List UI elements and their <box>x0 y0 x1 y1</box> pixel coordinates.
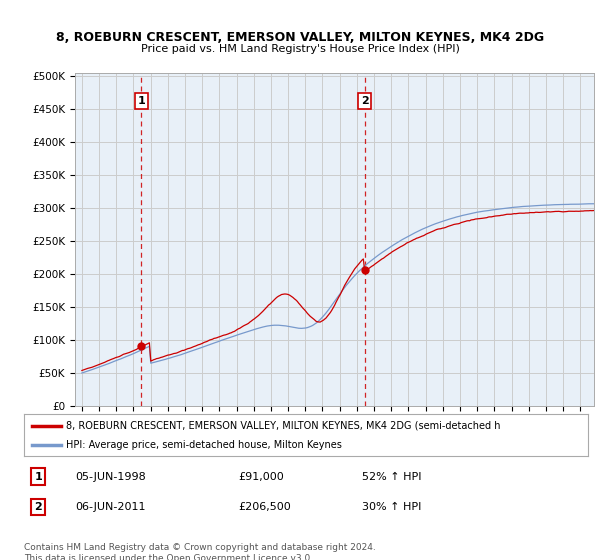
Text: 52% ↑ HPI: 52% ↑ HPI <box>362 472 422 482</box>
Text: £206,500: £206,500 <box>238 502 291 512</box>
Text: 2: 2 <box>34 502 42 512</box>
Text: £91,000: £91,000 <box>238 472 284 482</box>
Text: 1: 1 <box>137 96 145 106</box>
Text: 06-JUN-2011: 06-JUN-2011 <box>75 502 145 512</box>
Text: 2: 2 <box>361 96 368 106</box>
Text: Contains HM Land Registry data © Crown copyright and database right 2024.
This d: Contains HM Land Registry data © Crown c… <box>24 543 376 560</box>
Text: 1: 1 <box>34 472 42 482</box>
Text: 8, ROEBURN CRESCENT, EMERSON VALLEY, MILTON KEYNES, MK4 2DG (semi-detached h: 8, ROEBURN CRESCENT, EMERSON VALLEY, MIL… <box>66 421 501 431</box>
Text: 8, ROEBURN CRESCENT, EMERSON VALLEY, MILTON KEYNES, MK4 2DG: 8, ROEBURN CRESCENT, EMERSON VALLEY, MIL… <box>56 31 544 44</box>
Text: 05-JUN-1998: 05-JUN-1998 <box>75 472 146 482</box>
Text: HPI: Average price, semi-detached house, Milton Keynes: HPI: Average price, semi-detached house,… <box>66 440 342 450</box>
Text: Price paid vs. HM Land Registry's House Price Index (HPI): Price paid vs. HM Land Registry's House … <box>140 44 460 54</box>
Text: 30% ↑ HPI: 30% ↑ HPI <box>362 502 422 512</box>
